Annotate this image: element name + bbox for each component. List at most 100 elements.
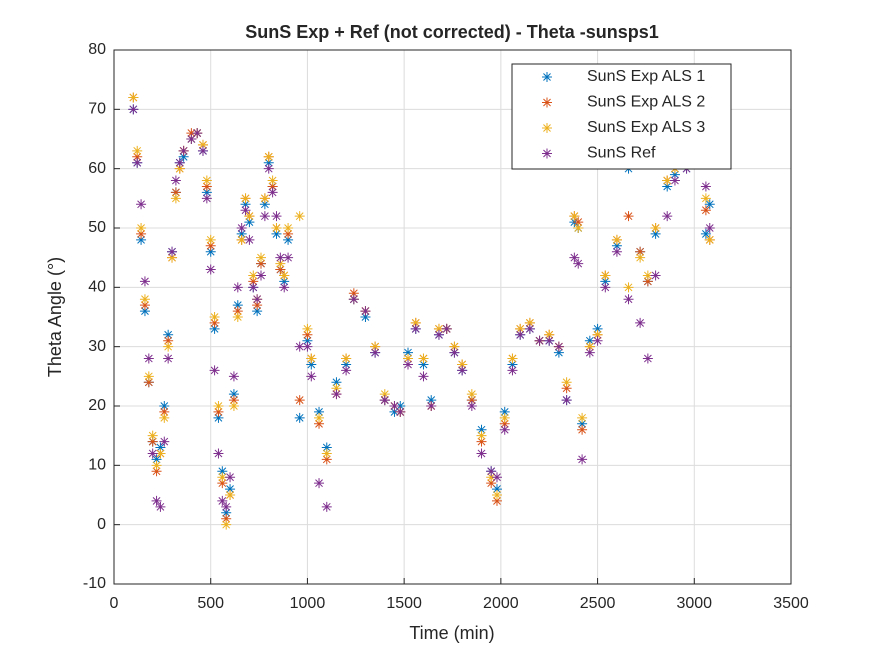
point [294,341,305,352]
point [553,347,564,358]
point [209,323,220,334]
point [240,205,251,216]
point [476,424,487,435]
point [573,217,584,228]
point [573,223,584,233]
point [259,193,270,204]
point [170,175,181,186]
point [221,507,232,518]
point [163,335,174,346]
point [186,128,197,139]
point [700,228,711,239]
point [592,335,603,346]
point [151,495,162,506]
point [395,406,406,417]
point [236,234,247,245]
y-tick-label: 30 [88,338,106,355]
point [499,412,510,423]
point [201,187,212,198]
point [259,199,270,210]
point [221,519,232,530]
point [143,353,154,364]
point [486,478,497,489]
point [635,317,646,328]
point [306,359,317,370]
point [151,460,162,471]
point [240,199,251,210]
legend-marker [542,97,552,108]
point [662,181,673,192]
point [341,359,352,370]
point [147,436,158,447]
x-tick-label: 500 [197,595,224,612]
point [577,418,588,429]
point [314,406,325,417]
point [370,341,381,352]
point [418,371,429,382]
point [611,240,622,251]
legend-label: SunS Exp ALS 2 [587,94,705,111]
point [491,490,502,500]
point [360,312,371,322]
point [209,365,220,376]
point [248,270,259,281]
y-tick-label: 20 [88,397,106,414]
point [159,436,170,447]
y-tick-label: 10 [88,457,106,474]
point [155,448,166,459]
point [466,395,477,406]
point [252,294,263,305]
point [433,323,444,334]
x-tick-label: 1000 [290,595,326,612]
point [507,353,518,364]
point [263,163,274,174]
point [321,454,332,465]
point [136,199,147,210]
point [244,234,255,245]
point [302,323,313,334]
point [553,341,564,352]
point [128,92,139,103]
point [252,300,263,311]
point [592,329,603,340]
point [205,240,216,251]
point [669,175,680,186]
legend-label: SunS Exp ALS 3 [587,119,705,136]
point [611,234,622,245]
point [217,472,228,483]
point [426,395,437,406]
point [209,317,220,328]
point [700,181,711,192]
point [132,145,143,156]
point [279,276,290,287]
point [418,353,429,364]
point [163,353,174,364]
point [232,306,243,317]
point [476,430,487,441]
point [341,353,352,364]
point [348,294,359,305]
x-tick-label: 3500 [773,595,809,612]
point [704,234,715,245]
y-tick-label: 80 [88,41,106,58]
point [217,495,228,506]
x-tick-label: 0 [110,595,119,612]
point [248,276,259,287]
point [314,412,325,423]
y-tick-label: 60 [88,160,106,177]
point [370,347,381,358]
point [294,211,305,222]
point [650,223,661,233]
point [155,442,166,453]
point [302,335,313,346]
point [302,341,313,352]
point [143,377,154,388]
point [331,383,342,394]
point [159,406,170,417]
marks [128,92,715,530]
point [163,341,174,352]
point [524,323,535,334]
point [403,359,414,370]
point [669,169,680,180]
point [466,401,477,411]
